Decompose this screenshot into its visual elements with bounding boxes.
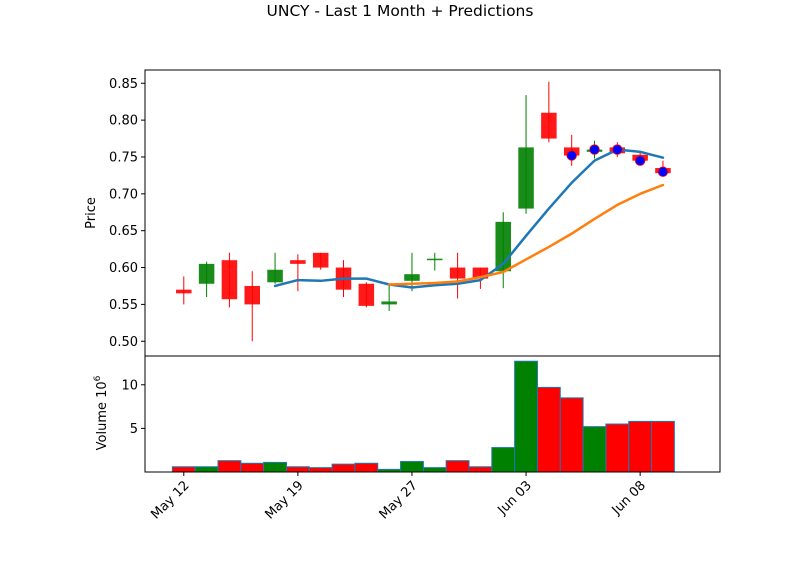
price-ylabel: Price <box>84 197 99 229</box>
price-ytick-label: 0.55 <box>109 298 138 313</box>
prediction-point <box>589 144 600 155</box>
price-ytick-label: 0.60 <box>109 261 138 276</box>
candle-body <box>176 289 192 294</box>
candle-body <box>381 301 397 305</box>
candle-body <box>518 147 534 209</box>
candle-body <box>244 285 260 305</box>
xtick-label: May 12 <box>148 478 192 522</box>
candle-body <box>312 252 329 268</box>
prediction-point <box>612 144 623 155</box>
candle-body <box>449 267 466 279</box>
volume-bar <box>651 420 675 473</box>
xtick-label: May 27 <box>377 478 421 522</box>
candle-body <box>221 260 238 300</box>
volume-bar <box>194 466 219 473</box>
volume-bar <box>331 463 356 473</box>
xtick-label: May 19 <box>262 478 306 522</box>
volume-ytick-label: 5 <box>130 422 138 437</box>
moving-average-line-1 <box>273 148 665 289</box>
volume-axes-frame <box>144 355 721 473</box>
candle-body <box>358 283 375 306</box>
volume-bar <box>171 466 196 473</box>
volume-bar <box>422 467 447 473</box>
volume-bar <box>491 447 516 473</box>
volume-bar <box>514 360 538 473</box>
volume-ylabel-base: 10 <box>95 381 110 398</box>
xtick-label: Jun 08 <box>609 478 649 518</box>
price-ytick-label: 0.80 <box>109 114 138 129</box>
volume-bar <box>263 461 287 473</box>
price-ytick-label: 0.50 <box>109 335 138 350</box>
chart-title: UNCY - Last 1 Month + Predictions <box>267 2 534 20</box>
volume-ylabel: Volume 106 <box>93 375 110 450</box>
volume-bar <box>308 467 333 473</box>
moving-average-line-2 <box>387 183 665 286</box>
volume-bar <box>285 466 310 473</box>
volume-ylabel-text: Volume <box>95 398 110 450</box>
volume-bar <box>605 423 630 473</box>
volume-ylabel-exponent: 6 <box>93 375 103 381</box>
price-axes-frame <box>144 69 721 357</box>
volume-bar <box>445 460 470 473</box>
price-ytick-label: 0.65 <box>109 224 138 239</box>
candle-body <box>404 274 420 281</box>
xtick-label: Jun 03 <box>495 478 535 518</box>
volume-bar <box>559 397 584 473</box>
volume-bar <box>536 386 561 473</box>
prediction-point <box>566 150 577 161</box>
candle-body <box>290 260 306 264</box>
volume-bar <box>628 420 653 473</box>
prediction-point <box>657 166 669 177</box>
volume-bar <box>217 460 242 473</box>
candle-body <box>267 269 283 283</box>
volume-ytick-label: 10 <box>121 378 138 393</box>
candle-body <box>541 112 557 139</box>
prediction-point <box>634 155 646 166</box>
candle-body <box>198 263 215 284</box>
volume-bar <box>468 466 493 473</box>
volume-bar <box>582 426 607 473</box>
candle-body <box>472 267 489 279</box>
volume-bar <box>354 462 379 473</box>
price-ytick-label: 0.85 <box>109 77 138 92</box>
price-ytick-label: 0.70 <box>109 187 138 202</box>
price-ytick-label: 0.75 <box>109 150 138 165</box>
volume-bar <box>240 462 265 473</box>
candle-body <box>427 258 443 261</box>
volume-bar <box>400 461 424 473</box>
